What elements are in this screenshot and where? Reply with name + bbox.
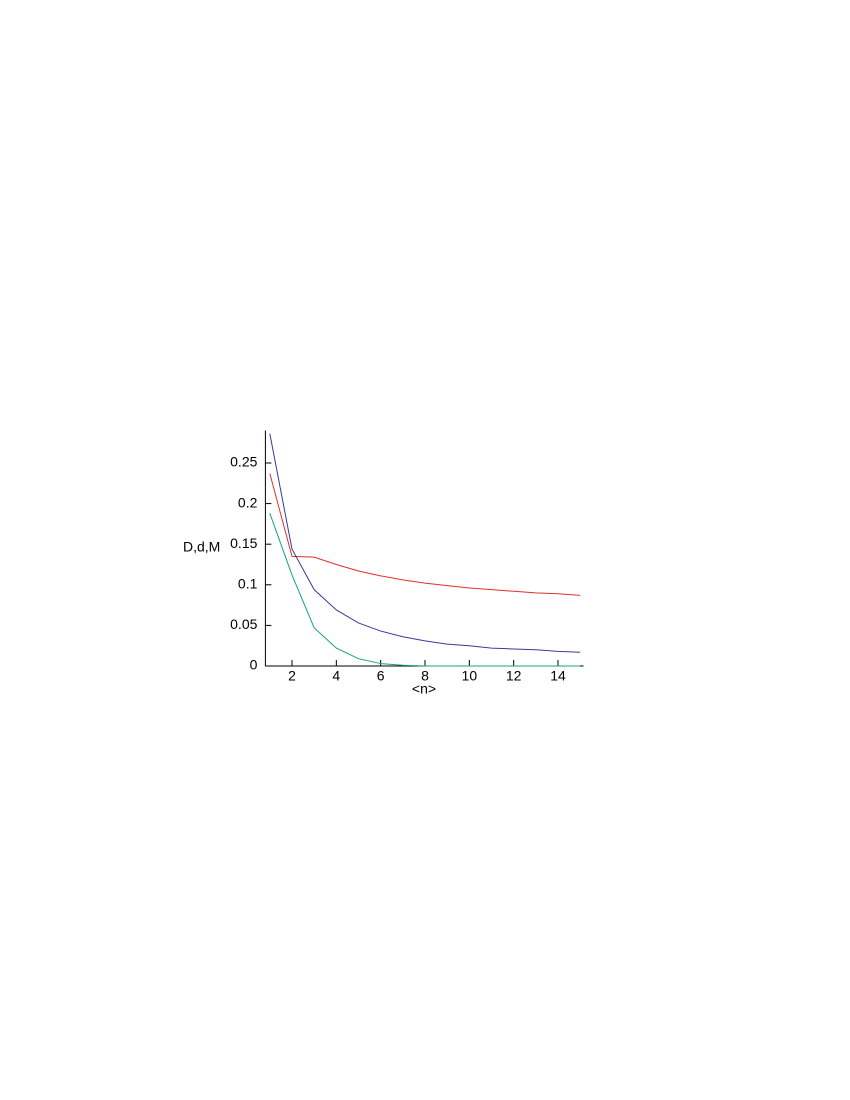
data-line bbox=[269, 473, 581, 596]
y-axis-label: D,d,M bbox=[183, 539, 220, 555]
y-tick-label: 0.1 bbox=[238, 575, 258, 591]
data-line bbox=[269, 513, 581, 667]
y-tick-label: 0 bbox=[250, 657, 258, 673]
x-tick-label: 6 bbox=[377, 668, 385, 684]
x-tick-label: 4 bbox=[332, 668, 340, 684]
y-tick-label: 0.25 bbox=[230, 454, 257, 470]
x-tick-label: 12 bbox=[506, 668, 522, 684]
x-axis-label: <n> bbox=[412, 681, 436, 697]
y-tick-label: 0.2 bbox=[238, 494, 258, 510]
data-line bbox=[269, 433, 581, 653]
x-tick-label: 2 bbox=[288, 668, 296, 684]
x-tick-label: 8 bbox=[421, 668, 429, 684]
y-tick-label: 0.15 bbox=[230, 535, 257, 551]
x-tick-label: 10 bbox=[462, 668, 478, 684]
x-tick-label: 14 bbox=[550, 668, 566, 684]
y-tick-label: 0.05 bbox=[230, 616, 257, 632]
